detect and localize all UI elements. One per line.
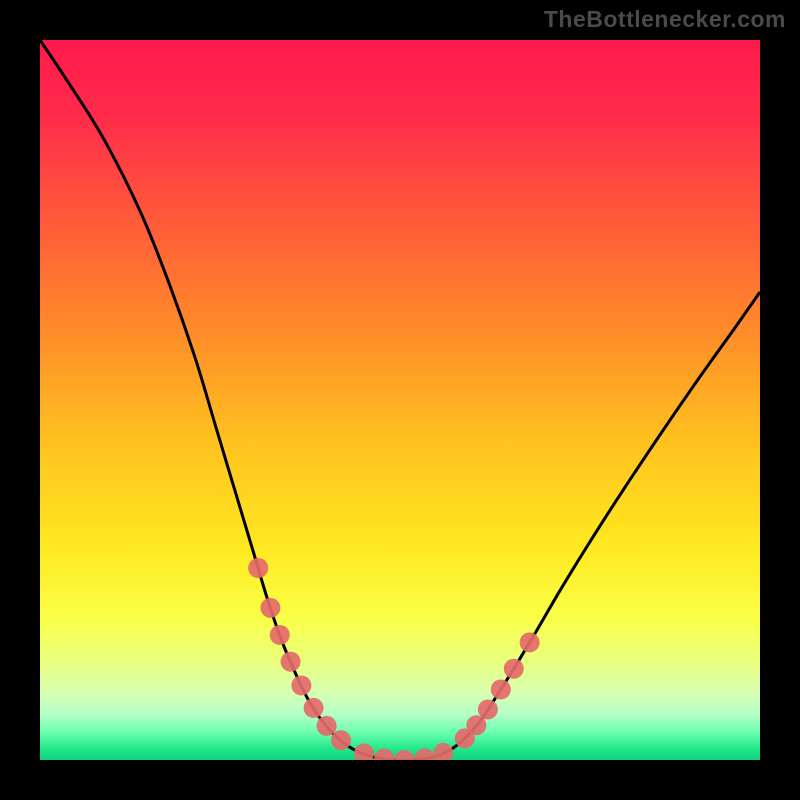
- marker-left-3: [281, 652, 301, 672]
- marker-left-1: [260, 598, 280, 618]
- marker-left-6: [317, 716, 337, 736]
- marker-left-7: [331, 730, 351, 750]
- marker-right-3: [491, 679, 511, 699]
- bottleneck-chart: [0, 0, 800, 800]
- marker-left-2: [270, 625, 290, 645]
- marker-right-5: [520, 632, 540, 652]
- marker-left-4: [291, 675, 311, 695]
- marker-left-5: [304, 698, 324, 718]
- marker-floor-4: [433, 743, 453, 763]
- marker-left-0: [248, 558, 268, 578]
- plot-area: [40, 40, 760, 760]
- marker-right-2: [478, 699, 498, 719]
- marker-right-4: [504, 659, 524, 679]
